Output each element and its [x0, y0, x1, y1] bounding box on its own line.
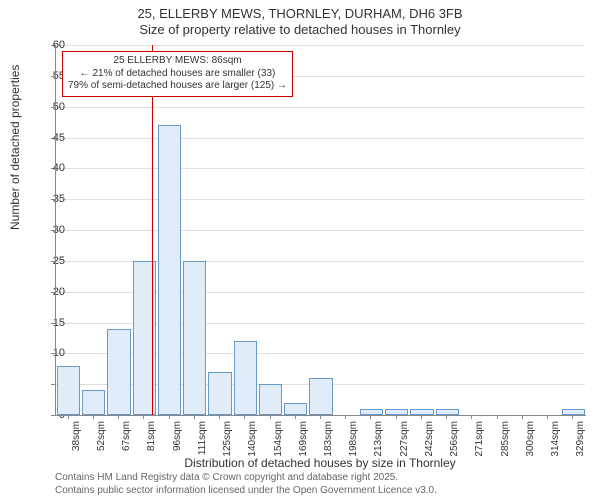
x-tick-label: 271sqm	[474, 421, 485, 457]
x-tick-label: 154sqm	[273, 421, 284, 457]
x-tick-label: 256sqm	[449, 421, 460, 457]
x-tick-mark	[421, 415, 422, 419]
histogram-bar	[82, 390, 105, 415]
x-tick-mark	[68, 415, 69, 419]
x-tick-label: 198sqm	[348, 421, 359, 457]
histogram-bar	[107, 329, 130, 415]
x-tick-label: 169sqm	[298, 421, 309, 457]
x-tick-mark	[547, 415, 548, 419]
plot-area: 25 ELLERBY MEWS: 86sqm ← 21% of detached…	[55, 45, 586, 416]
x-tick-mark	[370, 415, 371, 419]
histogram-bar	[410, 409, 433, 415]
x-tick-mark	[169, 415, 170, 419]
x-tick-label: 329sqm	[575, 421, 586, 457]
x-tick-mark	[396, 415, 397, 419]
x-tick-label: 96sqm	[172, 421, 183, 451]
x-tick-mark	[446, 415, 447, 419]
histogram-bar	[562, 409, 585, 415]
x-tick-label: 227sqm	[399, 421, 410, 457]
annotation-box: 25 ELLERBY MEWS: 86sqm ← 21% of detached…	[62, 51, 293, 97]
histogram-bar	[57, 366, 80, 415]
property-marker-line	[152, 45, 153, 415]
histogram-bar	[385, 409, 408, 415]
x-tick-mark	[471, 415, 472, 419]
footer-line2: Contains public sector information licen…	[55, 485, 437, 496]
x-tick-label: 242sqm	[424, 421, 435, 457]
x-tick-label: 285sqm	[500, 421, 511, 457]
x-tick-mark	[270, 415, 271, 419]
x-tick-label: 140sqm	[247, 421, 258, 457]
histogram-bar	[183, 261, 206, 415]
histogram-bar	[436, 409, 459, 415]
x-tick-label: 314sqm	[550, 421, 561, 457]
x-tick-mark	[219, 415, 220, 419]
x-tick-label: 213sqm	[373, 421, 384, 457]
histogram-bar	[360, 409, 383, 415]
x-tick-label: 125sqm	[222, 421, 233, 457]
x-tick-mark	[522, 415, 523, 419]
x-tick-mark	[194, 415, 195, 419]
y-axis-label: Number of detached properties	[8, 65, 22, 230]
histogram-bar	[234, 341, 257, 415]
x-tick-label: 52sqm	[96, 421, 107, 451]
histogram-bar	[309, 378, 332, 415]
x-tick-mark	[295, 415, 296, 419]
x-tick-label: 81sqm	[146, 421, 157, 451]
histogram-bar	[208, 372, 231, 415]
x-tick-mark	[93, 415, 94, 419]
chart-title-line2: Size of property relative to detached ho…	[0, 22, 600, 37]
annotation-line1: 25 ELLERBY MEWS: 86sqm	[68, 55, 287, 68]
x-tick-label: 67sqm	[121, 421, 132, 451]
x-tick-mark	[572, 415, 573, 419]
annotation-line3: 79% of semi-detached houses are larger (…	[68, 80, 287, 93]
chart-title-line1: 25, ELLERBY MEWS, THORNLEY, DURHAM, DH6 …	[0, 6, 600, 21]
x-tick-mark	[118, 415, 119, 419]
x-tick-label: 38sqm	[71, 421, 82, 451]
histogram-bar	[284, 403, 307, 415]
x-tick-mark	[244, 415, 245, 419]
x-tick-mark	[345, 415, 346, 419]
x-axis-label: Distribution of detached houses by size …	[55, 456, 585, 470]
x-tick-label: 300sqm	[525, 421, 536, 457]
x-tick-mark	[143, 415, 144, 419]
x-tick-mark	[320, 415, 321, 419]
histogram-bar	[158, 125, 181, 415]
histogram-bar	[259, 384, 282, 415]
x-tick-label: 111sqm	[197, 421, 208, 455]
chart-container: 25, ELLERBY MEWS, THORNLEY, DURHAM, DH6 …	[0, 0, 600, 500]
footer-line1: Contains HM Land Registry data © Crown c…	[55, 472, 398, 483]
x-tick-label: 183sqm	[323, 421, 334, 457]
x-tick-mark	[497, 415, 498, 419]
annotation-line2: ← 21% of detached houses are smaller (33…	[68, 68, 287, 81]
